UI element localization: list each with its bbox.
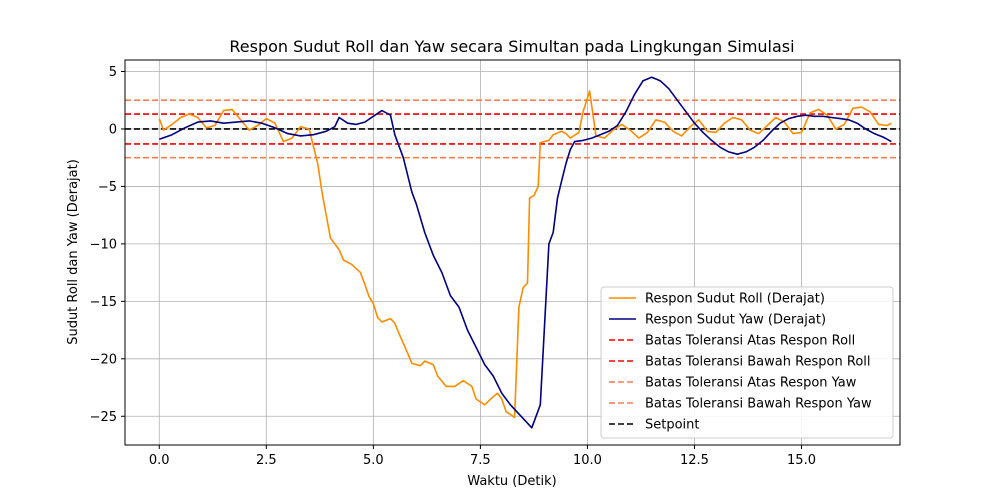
x-tick-label: 15.0 (787, 453, 816, 468)
y-axis-label: Sudut Roll dan Yaw (Derajat) (66, 159, 81, 345)
x-axis-label: Waktu (Detik) (467, 474, 556, 489)
y-tick-label: −15 (90, 295, 117, 310)
plot-frame (124, 59, 901, 446)
y-tick-label: −25 (90, 410, 117, 425)
x-tick-label: 10.0 (573, 453, 602, 468)
x-tick-label: 0.0 (149, 453, 170, 468)
y-tick-label: 0 (109, 122, 117, 137)
legend-label: Respon Sudut Roll (Derajat) (645, 292, 825, 307)
reference-lines (125, 99, 900, 159)
series-line (159, 76, 892, 429)
legend-label: Batas Toleransi Bawah Respon Yaw (645, 397, 872, 412)
legend-box (600, 286, 894, 439)
y-tick-label: 5 (109, 65, 117, 80)
x-tick-label: 5.0 (363, 453, 384, 468)
series-line (158, 90, 892, 419)
x-tick-label: 12.5 (680, 453, 709, 468)
legend-label: Batas Toleransi Bawah Respon Roll (645, 355, 871, 370)
y-tick-label: −10 (90, 237, 117, 252)
legend-label: Batas Toleransi Atas Respon Roll (645, 334, 855, 349)
x-tick-label: 7.5 (470, 453, 491, 468)
legend-label: Setpoint (645, 418, 700, 433)
y-tick-label: −20 (90, 352, 117, 367)
legend-label: Respon Sudut Yaw (Derajat) (645, 313, 826, 328)
legend-label: Batas Toleransi Atas Respon Yaw (645, 376, 857, 391)
chart-title: Respon Sudut Roll dan Yaw secara Simulta… (229, 37, 794, 56)
y-tick-label: −5 (98, 180, 117, 195)
axis-ticks: 0.0 2.5 5.0 7.5 10.0 12.5 15.0 5 0 −5 −10 −15 −20 −25 (90, 65, 816, 468)
legend: Respon Sudut Roll (Derajat) Respon Sudut … (600, 286, 894, 439)
series (158, 76, 892, 429)
x-tick-label: 2.5 (256, 453, 277, 468)
